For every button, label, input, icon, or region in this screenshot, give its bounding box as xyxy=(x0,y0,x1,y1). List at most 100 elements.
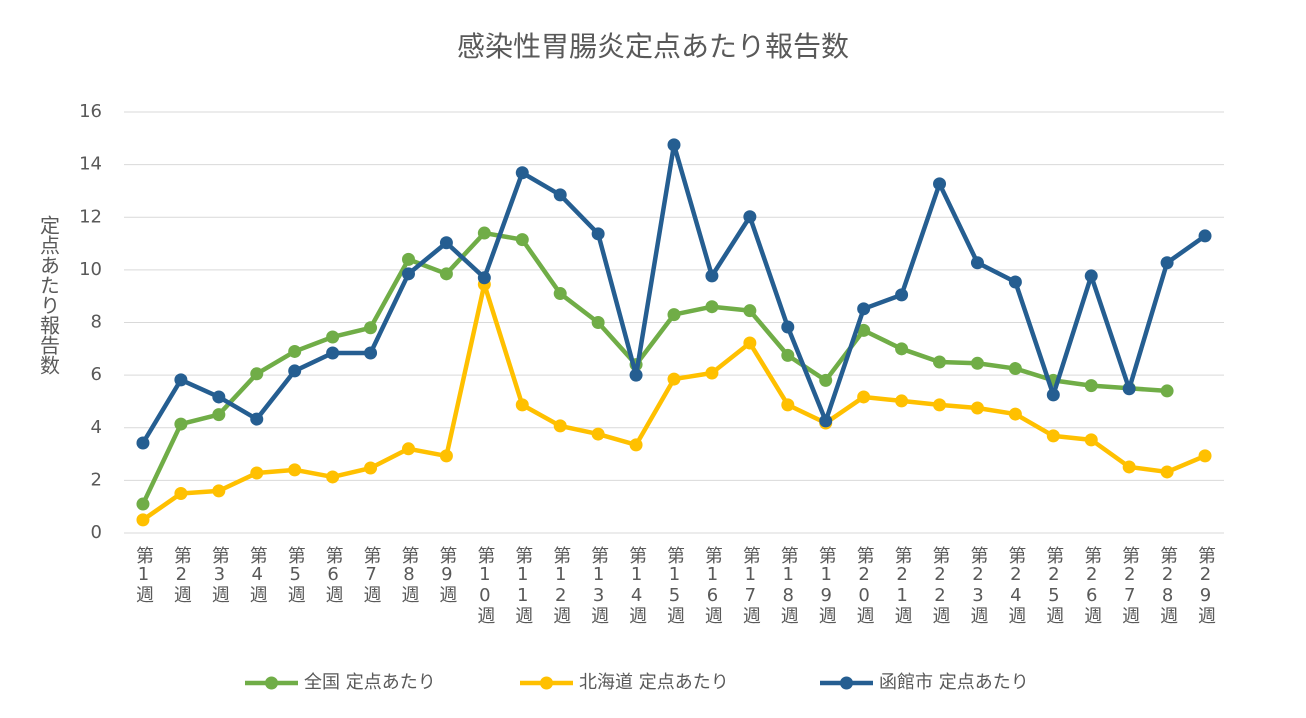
data-point xyxy=(326,470,340,484)
y-tick-label: 6 xyxy=(91,364,102,385)
data-point xyxy=(857,323,871,337)
data-point xyxy=(819,414,833,428)
x-tick-label: 第11週 xyxy=(512,546,533,624)
x-tick-label: 第6週 xyxy=(323,546,344,603)
data-point xyxy=(364,321,378,335)
x-tick-label: 第2週 xyxy=(171,546,192,603)
data-point xyxy=(629,368,643,382)
x-tick-label: 第4週 xyxy=(247,546,268,603)
data-point xyxy=(781,398,795,412)
x-tick-label: 第25週 xyxy=(1043,546,1064,624)
data-point xyxy=(553,188,567,202)
x-tick-label: 第16週 xyxy=(702,546,723,624)
x-tick-label: 第19週 xyxy=(816,546,837,624)
x-tick-label: 第20週 xyxy=(854,546,875,624)
data-point xyxy=(364,461,378,475)
data-point xyxy=(1046,388,1060,402)
y-tick-label: 10 xyxy=(79,259,102,280)
legend-marker xyxy=(840,676,853,690)
x-tick-label: 第28週 xyxy=(1157,546,1178,624)
data-point xyxy=(136,513,150,527)
y-tick-label: 2 xyxy=(91,469,102,490)
data-point xyxy=(591,316,605,329)
data-point xyxy=(667,372,681,386)
data-point xyxy=(515,166,529,180)
chart-title: 感染性胃腸炎定点あたり報告数 xyxy=(457,30,849,63)
data-point xyxy=(288,344,302,358)
data-point xyxy=(705,300,719,314)
data-point xyxy=(705,366,719,380)
data-point xyxy=(933,177,947,191)
data-point xyxy=(136,436,150,450)
data-point xyxy=(553,419,567,433)
data-point xyxy=(515,233,529,247)
x-tick-label: 第14週 xyxy=(626,546,647,624)
data-point xyxy=(326,346,340,360)
data-point xyxy=(1008,407,1022,421)
x-tick-label: 第17週 xyxy=(740,546,761,624)
x-tick-label: 第13週 xyxy=(588,546,609,624)
data-point xyxy=(1008,275,1022,289)
x-tick-label: 第1週 xyxy=(133,546,154,603)
data-point xyxy=(288,364,302,378)
data-point xyxy=(1008,362,1022,376)
x-tick-label: 第29週 xyxy=(1195,546,1216,624)
data-point xyxy=(895,342,909,356)
data-point xyxy=(250,466,264,480)
data-point xyxy=(895,394,909,408)
x-tick-label: 第27週 xyxy=(1119,546,1140,624)
data-point xyxy=(667,138,681,152)
data-point xyxy=(1084,433,1098,447)
x-tick-label: 第5週 xyxy=(285,546,306,603)
data-point xyxy=(515,398,529,412)
data-point xyxy=(1160,256,1174,270)
data-point xyxy=(629,438,643,452)
data-point xyxy=(1160,465,1174,479)
data-point xyxy=(1046,429,1060,443)
data-point xyxy=(401,252,415,266)
x-tick-label: 第10週 xyxy=(474,546,495,624)
x-tick-label: 第9週 xyxy=(436,546,457,603)
y-tick-label: 8 xyxy=(91,312,102,333)
data-point xyxy=(288,463,302,477)
data-point xyxy=(743,210,757,224)
data-point xyxy=(591,227,605,241)
legend-label: 全国 定点あたり xyxy=(304,672,436,693)
data-point xyxy=(933,355,947,369)
data-point xyxy=(895,288,909,302)
y-tick-label: 14 xyxy=(79,154,102,175)
legend-marker xyxy=(540,676,553,690)
data-point xyxy=(857,302,871,316)
data-point xyxy=(1198,229,1212,243)
data-point xyxy=(970,256,984,270)
data-point xyxy=(857,390,871,404)
data-point xyxy=(819,373,833,387)
data-point xyxy=(667,308,681,322)
x-tick-label: 第3週 xyxy=(209,546,230,603)
data-point xyxy=(174,487,188,501)
data-point xyxy=(250,412,264,426)
data-point xyxy=(1160,384,1174,398)
data-point xyxy=(439,449,453,463)
data-point xyxy=(1198,449,1212,463)
data-point xyxy=(1122,382,1136,396)
data-point xyxy=(781,320,795,334)
x-tick-label: 第18週 xyxy=(778,546,799,624)
data-point xyxy=(439,236,453,250)
data-point xyxy=(705,269,719,283)
data-point xyxy=(250,367,264,381)
series-line xyxy=(140,230,1170,507)
data-point xyxy=(970,356,984,370)
data-point xyxy=(1084,379,1098,393)
x-tick-label: 第23週 xyxy=(967,546,988,624)
data-point xyxy=(970,401,984,415)
legend-label: 北海道 定点あたり xyxy=(579,672,729,693)
data-point xyxy=(439,267,453,281)
data-point xyxy=(1122,460,1136,474)
y-tick-label: 12 xyxy=(79,206,102,227)
data-point xyxy=(477,226,491,240)
legend-marker xyxy=(265,676,278,690)
x-tick-label: 第7週 xyxy=(361,546,382,603)
